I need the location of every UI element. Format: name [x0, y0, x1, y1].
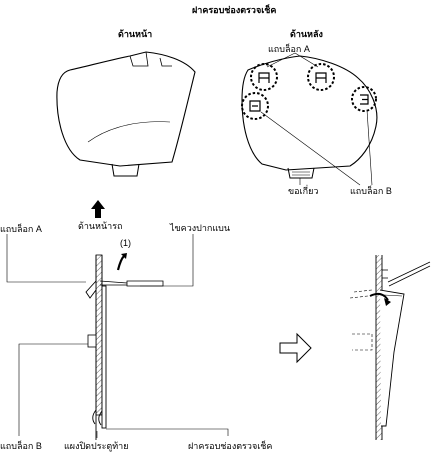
rear-tab-a-label: แถบล็อก A [268, 44, 310, 54]
hollow-right-arrow-icon [279, 332, 312, 364]
rear-cover-shape [241, 52, 378, 186]
section-tab-b-label: แถบล็อก B [0, 441, 42, 451]
up-arrow-icon [91, 200, 105, 218]
step-number-label: (1) [120, 238, 131, 248]
diagram-title: ฝาครอบช่องตรวจเช็ค [192, 5, 277, 15]
cover-label: ฝาครอบช่องตรวจเช็ค [188, 441, 273, 451]
section-tab-a-label: แถบล็อก A [0, 224, 42, 234]
section-view-drawing [6, 200, 229, 440]
removal-detail-drawing [349, 255, 431, 440]
front-cover-shape [56, 51, 196, 177]
rear-view-label: ด้านหลัง [290, 29, 323, 39]
screwdriver-label: ไขควงปากแบน [170, 223, 231, 233]
rear-tab-b-label: แถบล็อก B [350, 186, 392, 196]
front-of-car-label: ด้านหน้ารถ [78, 221, 123, 231]
rear-hook-label: ขอเกี่ยว [288, 186, 319, 196]
front-view-label: ด้านหน้า [118, 29, 153, 39]
door-panel-label: แผงปิดประตูท้าย [64, 441, 129, 451]
curved-arrow-icon [116, 255, 125, 271]
